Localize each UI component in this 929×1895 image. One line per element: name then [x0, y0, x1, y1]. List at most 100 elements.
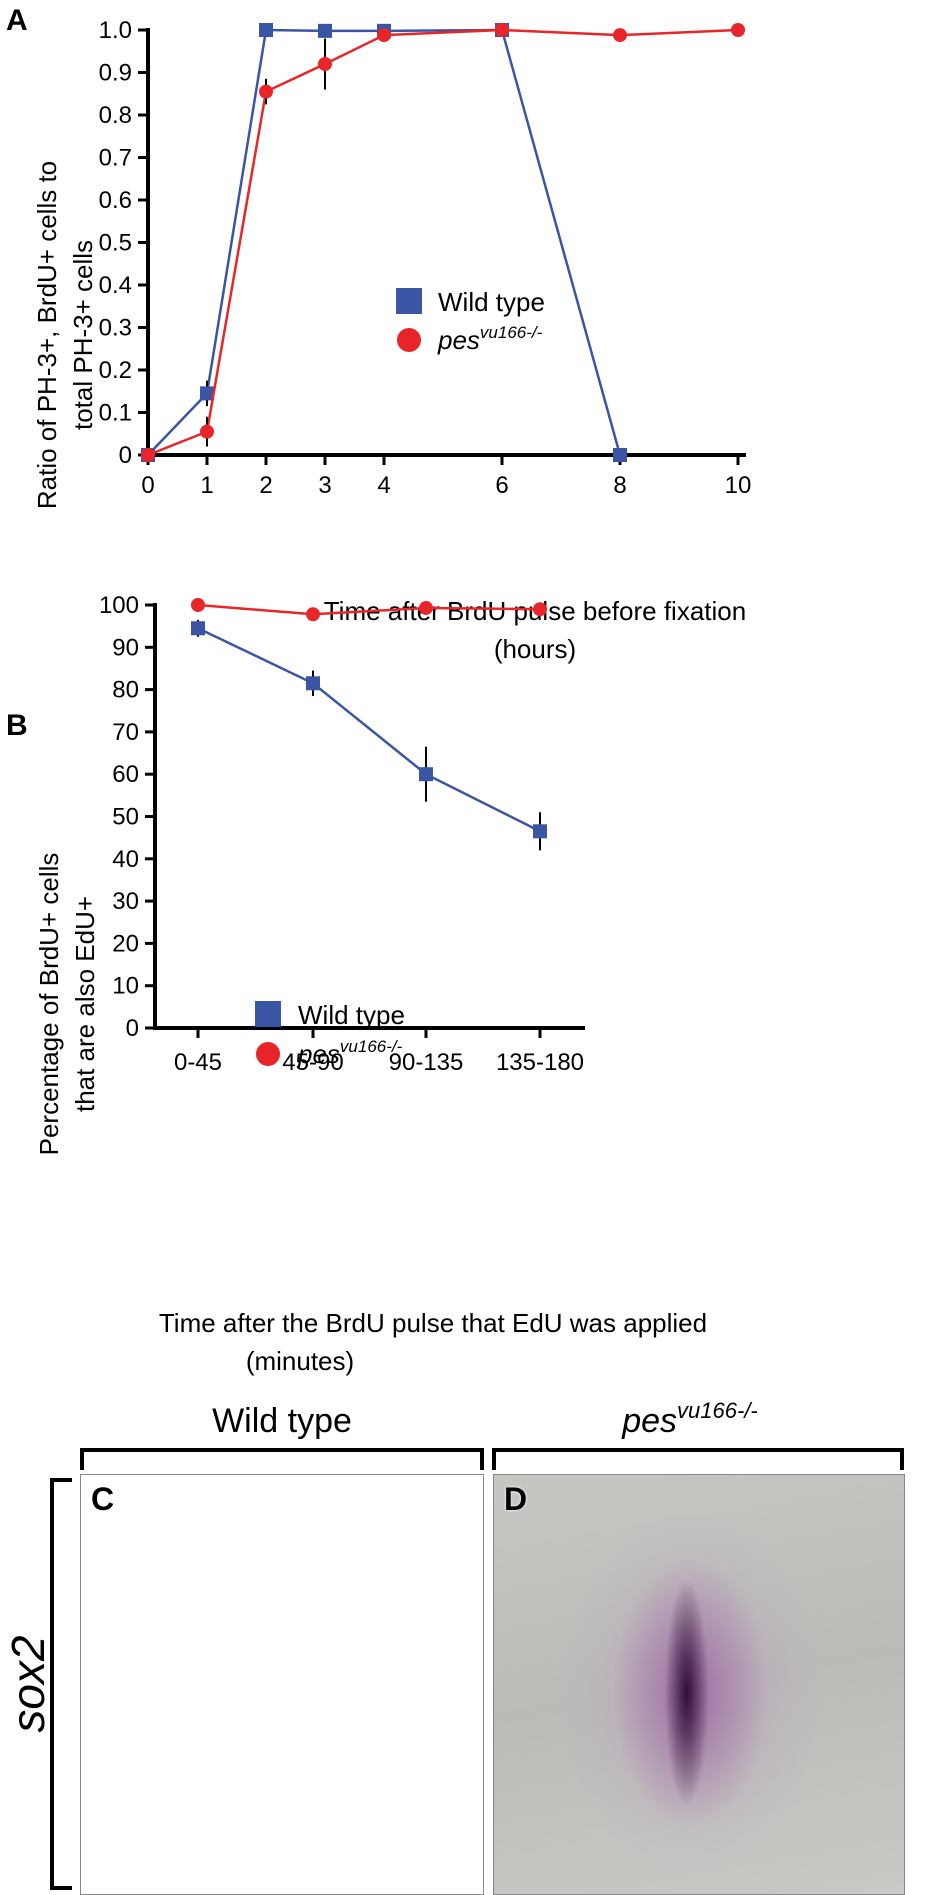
panel-b-xlabel-units: (minutes)	[246, 1346, 354, 1376]
panel-a-chart: A 0 0.1 0.2 0.3 0.4 0.5 0.6 0.7 0.8 0.9 1.0 0 1 2 3 4 6 8…	[6, 4, 751, 664]
panel-b-legend-mut: pesvu166-/-	[297, 1037, 403, 1069]
panel-a-ytick-label: 0.8	[99, 102, 132, 129]
panel-b-series-1-point-1	[306, 607, 320, 622]
mutant-header-name: pes	[621, 1402, 677, 1440]
panel-a-xtick-label: 6	[495, 472, 508, 499]
panel-a-ytick-label: 0.9	[99, 60, 132, 87]
panel-b-xlabel: Time after the BrdU pulse that EdU was a…	[159, 1308, 707, 1338]
panel-b-ytick-label: 60	[112, 761, 139, 788]
panel-a-ytick-label: 0	[119, 442, 132, 469]
panel-a-series-1-point-1	[200, 424, 214, 439]
panel-a-series-0-point-2	[259, 23, 273, 37]
panel-a-series-1-point-7	[731, 23, 745, 37]
panel-b-xtick-label: 0-45	[174, 1049, 222, 1076]
panel-b-ytick-label: 100	[99, 592, 139, 619]
panel-a-letter: A	[6, 4, 28, 37]
micrograph-d: D	[493, 1474, 905, 1895]
panel-b-xtick-label: 135-180	[496, 1049, 584, 1076]
panel-a-legend-mut-name: pes	[437, 325, 480, 355]
panel-b-legend: Wild type pesvu166-/-	[255, 1000, 405, 1069]
panel-a-xtick-label: 2	[259, 472, 272, 499]
panel-a-series-0-point-1	[200, 386, 214, 401]
panel-a-series	[141, 23, 745, 462]
panel-a-axes: 0 0.1 0.2 0.3 0.4 0.5 0.6 0.7 0.8 0.9 1.0 0 1 2 3 4 6 8 10	[99, 17, 752, 499]
panel-a-ylabel-line2: total PH-3+ cells	[68, 240, 98, 430]
panel-b-series-0-point-2	[419, 767, 433, 782]
panel-a-ytick-label: 0.6	[99, 187, 132, 214]
panel-b-ylabel: Percentage of BrdU+ cells	[34, 853, 64, 1156]
panel-a-ytick-label: 0.4	[99, 272, 132, 299]
panel-a-ytick-label: 0.3	[99, 315, 132, 342]
panel-a-legend: Wild type pesvu166-/-	[396, 287, 545, 355]
micrograph-c: C	[80, 1474, 484, 1895]
panel-b-ytick-label: 40	[112, 846, 139, 873]
panel-b-series-line-0	[197, 627, 541, 833]
panel-a-series-0-point-6	[613, 448, 627, 462]
panel-b-ytick-label: 90	[112, 634, 139, 661]
legend-square-icon	[396, 288, 422, 314]
panel-b-ylabel-line2: that are also EdU+	[70, 896, 100, 1112]
panel-c-letter: C	[91, 1481, 115, 1517]
panel-a-ylabel: Ratio of PH-3+, BrdU+ cells to	[32, 161, 62, 509]
panel-b-chart: B 0 10 20 30 40 50 60 70 80 90 100 0-45 45-90 90-135 1…	[6, 592, 707, 1376]
panel-b-legend-wt: Wild type	[298, 1000, 405, 1030]
panel-a-ytick-label: 0.2	[99, 357, 132, 384]
panel-b-ytick-label: 70	[112, 719, 139, 746]
panel-a-legend-mut-sup: vu166-/-	[480, 323, 543, 342]
panel-b-legend-mut-name: pes	[297, 1039, 340, 1069]
panel-b-series-line-1	[197, 603, 541, 616]
panel-a-legend-mut: pesvu166-/-	[437, 323, 543, 355]
panel-b-series-1-point-3	[533, 602, 547, 617]
panel-b-series-1-point-0	[191, 598, 205, 612]
legend-circle-icon	[397, 328, 421, 352]
panel-a-series-1-point-6	[613, 28, 627, 43]
gene-label: sox2	[2, 1635, 54, 1732]
panel-b-legend-mut-sup: vu166-/-	[340, 1037, 403, 1056]
panel-b-ytick-label: 50	[112, 804, 139, 831]
panel-a-xtick-label: 4	[377, 472, 390, 499]
panel-b-axes: 0 10 20 30 40 50 60 70 80 90 100 0-45 45-90 90-135 135…	[99, 592, 585, 1076]
mutant-header: pesvu166-/-	[621, 1398, 758, 1440]
panel-a-series-0-point-3	[318, 23, 332, 38]
wild-type-header: Wild type	[212, 1402, 352, 1440]
gene-bracket	[50, 1478, 72, 1890]
panel-a-ytick-label: 0.5	[99, 230, 132, 257]
panel-b-xtick-label: 45-90	[282, 1049, 343, 1076]
panel-a-ytick-label: 0.7	[99, 145, 132, 172]
panel-a-xtick-label: 8	[613, 472, 626, 499]
panel-a-series-1-point-0	[141, 448, 155, 462]
panel-a-series-1-point-5	[495, 23, 509, 37]
panel-d-letter: D	[504, 1481, 528, 1517]
panel-a-ytick-label: 1.0	[99, 17, 132, 44]
wild-type-bracket	[80, 1448, 484, 1470]
panel-b-ytick-label: 0	[126, 1015, 139, 1042]
panel-b-ytick-label: 10	[112, 973, 139, 1000]
panel-b-series-0-point-1	[306, 676, 320, 691]
mutant-header-sup: vu166-/-	[677, 1398, 758, 1423]
panel-b-letter: B	[6, 709, 28, 742]
panel-a-xtick-label: 1	[200, 472, 213, 499]
panel-b-xtick-label: 90-135	[389, 1049, 464, 1076]
micrograph-headers: Wild type pesvu166-/- sox2	[2, 1398, 904, 1890]
panel-b-series-1-point-2	[419, 600, 433, 615]
panel-a-series-1-point-4	[377, 28, 391, 43]
panel-b-ytick-label: 20	[112, 930, 139, 957]
panel-a-xtick-label: 3	[318, 472, 331, 499]
panel-a-series-1-point-3	[318, 57, 332, 71]
panel-b-series-0-point-3	[533, 824, 547, 839]
panel-b-ytick-label: 30	[112, 888, 139, 915]
panel-b-series	[191, 598, 547, 851]
panel-a-xlabel-units: (hours)	[494, 634, 576, 664]
panel-a-series-1-point-2	[259, 84, 273, 99]
panel-a-xtick-label: 0	[141, 472, 154, 499]
mutant-bracket	[492, 1448, 904, 1470]
panel-b-series-0-point-0	[191, 621, 205, 636]
panel-a-series-line-1	[147, 28, 739, 457]
panel-b-ytick-label: 80	[112, 677, 139, 704]
panel-a-ytick-label: 0.1	[99, 400, 132, 427]
panel-a-xtick-label: 10	[725, 472, 752, 499]
panel-a-legend-wt: Wild type	[438, 287, 545, 317]
panel-a-series-line-0	[147, 28, 622, 456]
legend-square-icon	[255, 1001, 281, 1027]
